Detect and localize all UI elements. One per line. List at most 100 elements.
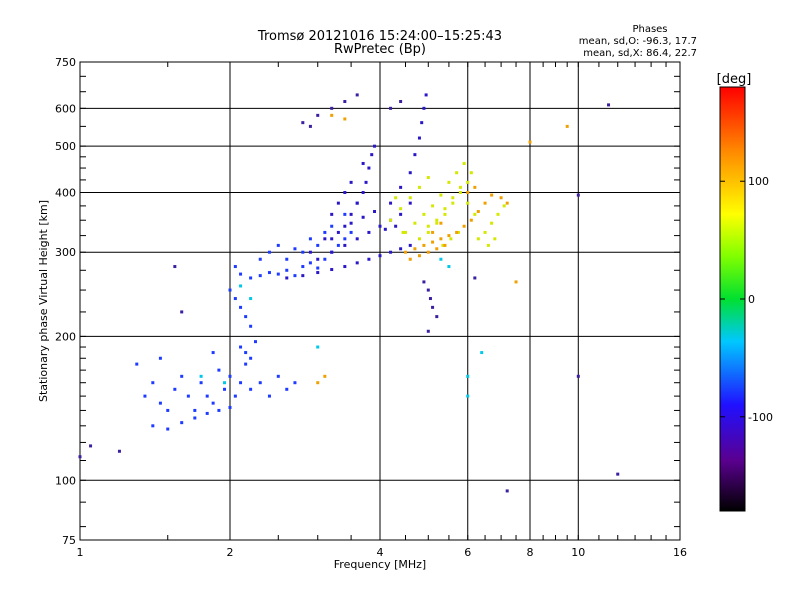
colorbar-ticks: 100 0 -100 bbox=[720, 175, 773, 424]
data-point bbox=[343, 190, 347, 194]
data-point bbox=[378, 224, 382, 228]
data-point bbox=[469, 218, 473, 222]
data-point bbox=[343, 100, 347, 104]
data-point bbox=[431, 230, 435, 234]
y-tick-label: 300 bbox=[55, 246, 76, 259]
data-point bbox=[399, 212, 403, 216]
data-point bbox=[457, 230, 461, 234]
data-point bbox=[343, 265, 347, 269]
data-point bbox=[490, 221, 494, 225]
data-point bbox=[276, 272, 280, 276]
data-point bbox=[435, 218, 439, 222]
data-point bbox=[239, 284, 243, 288]
data-point bbox=[403, 230, 407, 234]
data-point bbox=[355, 237, 359, 241]
data-point bbox=[308, 237, 312, 241]
data-point bbox=[428, 297, 432, 301]
data-point bbox=[367, 230, 371, 234]
data-point bbox=[462, 224, 466, 228]
data-point bbox=[249, 356, 253, 360]
data-point bbox=[426, 329, 430, 333]
data-point bbox=[258, 274, 262, 278]
data-point bbox=[394, 196, 398, 200]
data-point bbox=[408, 171, 412, 175]
data-point bbox=[217, 408, 221, 412]
colorbar-label: [deg] bbox=[717, 72, 752, 87]
data-point bbox=[343, 117, 347, 121]
data-point bbox=[505, 489, 509, 493]
data-point bbox=[389, 250, 393, 254]
data-point bbox=[301, 265, 305, 269]
data-point bbox=[228, 405, 232, 409]
data-point bbox=[455, 171, 459, 175]
x-tick-label: 2 bbox=[227, 546, 234, 559]
data-point bbox=[343, 237, 347, 241]
data-point bbox=[258, 257, 262, 261]
data-point bbox=[480, 351, 484, 355]
data-point bbox=[361, 215, 365, 219]
stats-line-x: mean, sd,X: 86.4, 22.7 bbox=[583, 48, 697, 59]
data-point bbox=[408, 243, 412, 247]
data-point bbox=[349, 230, 353, 234]
data-point bbox=[301, 250, 305, 254]
data-point bbox=[370, 153, 374, 157]
data-point bbox=[394, 224, 398, 228]
data-point bbox=[293, 274, 297, 278]
data-point bbox=[447, 265, 451, 269]
data-point bbox=[143, 394, 147, 398]
data-point bbox=[301, 121, 305, 125]
y-tick-label: 600 bbox=[55, 102, 76, 115]
y-tick-label: 200 bbox=[55, 330, 76, 343]
colorbar-tick-label: -100 bbox=[748, 411, 773, 424]
data-point bbox=[323, 237, 327, 241]
data-point bbox=[473, 212, 477, 216]
data-point bbox=[367, 166, 371, 170]
data-point bbox=[413, 247, 417, 251]
data-point bbox=[239, 381, 243, 385]
data-point bbox=[361, 190, 365, 194]
data-point bbox=[439, 237, 443, 241]
data-point bbox=[330, 106, 334, 110]
data-point bbox=[576, 374, 580, 378]
data-point bbox=[431, 240, 435, 244]
data-point bbox=[135, 362, 139, 366]
data-point bbox=[267, 271, 271, 275]
data-point bbox=[466, 394, 470, 398]
y-tick-label: 75 bbox=[62, 534, 76, 547]
data-point bbox=[413, 153, 417, 157]
data-point bbox=[186, 394, 190, 398]
data-point bbox=[399, 207, 403, 211]
data-point bbox=[439, 257, 443, 261]
x-tick-label: 8 bbox=[527, 546, 534, 559]
data-point bbox=[373, 210, 377, 214]
x-tick-label: 10 bbox=[571, 546, 585, 559]
chart-title: Tromsø 20121016 15:24:00–15:25:43 bbox=[257, 29, 502, 44]
colorbar-tick-label: 0 bbox=[748, 293, 755, 306]
data-point bbox=[249, 324, 253, 328]
data-point bbox=[180, 421, 184, 425]
stats-heading: Phases bbox=[632, 24, 667, 35]
data-point bbox=[422, 106, 426, 110]
data-point bbox=[211, 351, 215, 355]
data-point bbox=[336, 243, 340, 247]
data-point bbox=[439, 193, 443, 197]
data-point bbox=[458, 185, 462, 189]
x-tick-label: 16 bbox=[673, 546, 687, 559]
data-point bbox=[607, 103, 611, 107]
data-point bbox=[443, 207, 447, 211]
data-point bbox=[455, 230, 459, 234]
data-point bbox=[244, 351, 248, 355]
data-point bbox=[367, 257, 371, 261]
data-point bbox=[403, 250, 407, 254]
data-point bbox=[616, 472, 620, 476]
data-point bbox=[249, 276, 253, 280]
data-point bbox=[431, 305, 435, 309]
data-point bbox=[435, 247, 439, 251]
data-point bbox=[173, 265, 177, 269]
data-point bbox=[426, 230, 430, 234]
data-point bbox=[435, 221, 439, 225]
data-point bbox=[233, 265, 237, 269]
data-point bbox=[502, 204, 506, 208]
data-point bbox=[483, 230, 487, 234]
data-point bbox=[158, 356, 162, 360]
